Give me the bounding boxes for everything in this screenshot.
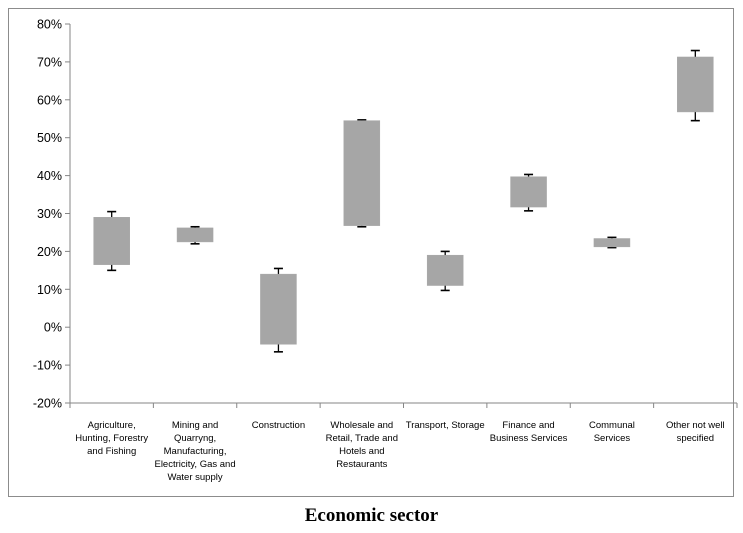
x-tick-label: Transport, Storage xyxy=(406,420,485,431)
box xyxy=(93,217,130,265)
x-axis-title: Economic sector xyxy=(304,505,439,526)
y-tick-label: 0% xyxy=(44,321,62,335)
y-tick-label: -20% xyxy=(33,397,62,411)
x-tick-label: Wholesale and Retail, Trade and Hotels and… xyxy=(326,420,398,470)
x-tick-label: Mining and Quarryng, Manufacturing, Electri… xyxy=(154,420,235,483)
y-tick-label: 20% xyxy=(37,245,62,259)
y-tick-label: 40% xyxy=(37,169,62,183)
box-plot-chart: -20% -10% 0% 10% 20% 30% 40% 50% 60% 70% 80% Agricu… xyxy=(33,18,738,483)
x-tick-label: Finance and Business Services xyxy=(490,420,568,444)
y-tick-label: 80% xyxy=(37,18,62,32)
box xyxy=(426,254,464,286)
y-tick-label: -10% xyxy=(33,359,62,373)
x-tick-label: Communal Services xyxy=(589,420,635,444)
box xyxy=(510,176,547,208)
y-tick-label: 70% xyxy=(37,55,62,69)
box xyxy=(593,238,631,248)
y-tick-label: 10% xyxy=(37,283,62,297)
box xyxy=(343,120,381,226)
box xyxy=(176,227,214,243)
x-tick-label: Agriculture, Hunting, Forestry and Fishing xyxy=(75,420,148,457)
x-tick-label: Other not well specified xyxy=(666,420,725,444)
y-tick-label: 60% xyxy=(37,93,62,107)
chart-frame xyxy=(8,8,734,497)
y-tick-label: 30% xyxy=(37,207,62,221)
y-tick-label: 50% xyxy=(37,131,62,145)
box xyxy=(677,56,714,113)
box xyxy=(260,273,297,345)
x-tick-label: Construction xyxy=(252,420,305,431)
